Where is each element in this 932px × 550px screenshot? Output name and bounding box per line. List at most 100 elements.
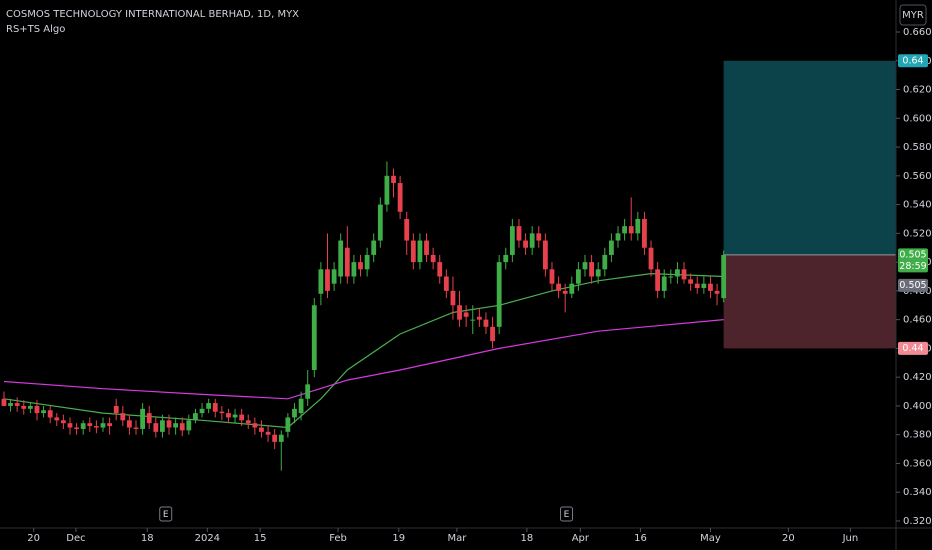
x-tick-label: Dec	[66, 533, 85, 544]
candle-body	[21, 405, 27, 409]
candle-body	[140, 408, 146, 429]
currency-label[interactable]: MYR	[902, 10, 924, 21]
price-tag	[898, 248, 928, 273]
x-tick-label: Mar	[447, 533, 467, 544]
candle-body	[160, 420, 165, 432]
candle-body	[305, 384, 311, 399]
candle-body	[642, 218, 647, 248]
event-label: E	[564, 510, 570, 520]
price-tag-label: 0.64	[902, 55, 923, 66]
candle-body	[146, 413, 152, 424]
candle-body	[34, 405, 40, 414]
x-tick-label: May	[700, 533, 721, 544]
candle-body	[298, 398, 304, 414]
candle-body	[179, 423, 185, 431]
y-tick-label: 0.600	[903, 113, 932, 124]
candle-body	[93, 426, 99, 428]
candle-body	[562, 290, 568, 294]
event-marker	[560, 506, 574, 522]
candle-body	[153, 423, 159, 432]
candle-body	[470, 319, 476, 321]
candle-body	[708, 283, 713, 291]
candle-body	[509, 226, 515, 255]
candle-body	[331, 269, 337, 284]
candle-body	[47, 410, 53, 418]
candle-body	[628, 226, 634, 234]
candle-body	[556, 283, 561, 291]
candle-body	[226, 413, 231, 418]
candle-body	[60, 420, 66, 424]
candle-body	[503, 254, 509, 263]
candle-body	[87, 423, 93, 427]
candle-body	[542, 240, 548, 270]
candle-body	[615, 233, 621, 241]
candle-body	[661, 276, 667, 291]
candle-body	[410, 240, 416, 263]
candle-body	[292, 408, 297, 418]
price-tag	[898, 54, 928, 68]
candle-body	[358, 262, 363, 270]
price-tag-label: 0.505	[899, 249, 926, 260]
currency-button[interactable]	[899, 4, 927, 26]
candle-body	[173, 423, 179, 428]
price-tag	[898, 341, 928, 355]
candle-body	[701, 283, 707, 289]
candle-body	[120, 413, 126, 421]
candle-body	[609, 240, 614, 255]
candle-body	[523, 240, 528, 248]
candle-body	[529, 233, 535, 248]
candle-body	[675, 269, 680, 277]
candle-body	[232, 414, 238, 418]
y-tick-label: 0.360	[903, 458, 932, 469]
candle-body	[186, 420, 192, 431]
candle-body	[384, 175, 390, 205]
candle-body	[127, 420, 132, 428]
candle-body	[74, 427, 79, 429]
candle-body	[27, 405, 33, 409]
candle-body	[688, 279, 694, 284]
chart-title: COSMOS TECHNOLOGY INTERNATIONAL BERHAD, …	[6, 9, 299, 20]
candle-body	[107, 423, 113, 427]
candle-body	[635, 218, 641, 234]
candle-body	[437, 262, 443, 277]
candle-body	[536, 233, 542, 241]
candle-body	[450, 290, 456, 306]
candle-body	[569, 283, 575, 294]
candle-body	[278, 434, 284, 442]
y-tick-label: 0.560	[903, 171, 932, 182]
candle-body	[721, 254, 727, 299]
x-tick-label: 2024	[195, 533, 220, 544]
y-tick-label: 0.340	[903, 487, 932, 498]
candle-body	[582, 262, 588, 270]
candle-body	[463, 312, 469, 317]
candle-body	[391, 175, 396, 184]
y-tick-label: 0.580	[903, 142, 932, 153]
candle-body	[496, 262, 502, 327]
candle-body	[483, 319, 489, 327]
y-tick-label: 0.540	[903, 200, 932, 211]
price-tag	[898, 278, 928, 292]
y-tick-label: 0.380	[903, 430, 932, 441]
x-tick-label: Feb	[329, 533, 347, 544]
y-tick-label: 0.660	[903, 27, 932, 38]
indicator-name: RS+TS Algo	[6, 24, 65, 35]
candle-body	[589, 262, 594, 277]
candle-body	[549, 269, 555, 284]
candle-body	[193, 413, 198, 421]
x-tick-label: 19	[392, 533, 405, 544]
y-tick-label: 0.320	[903, 516, 932, 527]
y-tick-label: 0.420	[903, 372, 932, 383]
target-zone	[723, 60, 896, 255]
candle-body	[199, 408, 205, 414]
moving-average	[3, 319, 724, 400]
candle-body	[252, 423, 258, 428]
candle-body	[259, 427, 264, 432]
y-tick-label: 0.400	[903, 401, 932, 412]
candle-body	[166, 420, 172, 428]
candle-body	[206, 403, 212, 409]
candle-body	[430, 254, 436, 263]
candle-body	[648, 247, 654, 270]
candle-body	[54, 417, 60, 421]
candle-body	[351, 262, 357, 277]
candle-body	[8, 403, 13, 406]
